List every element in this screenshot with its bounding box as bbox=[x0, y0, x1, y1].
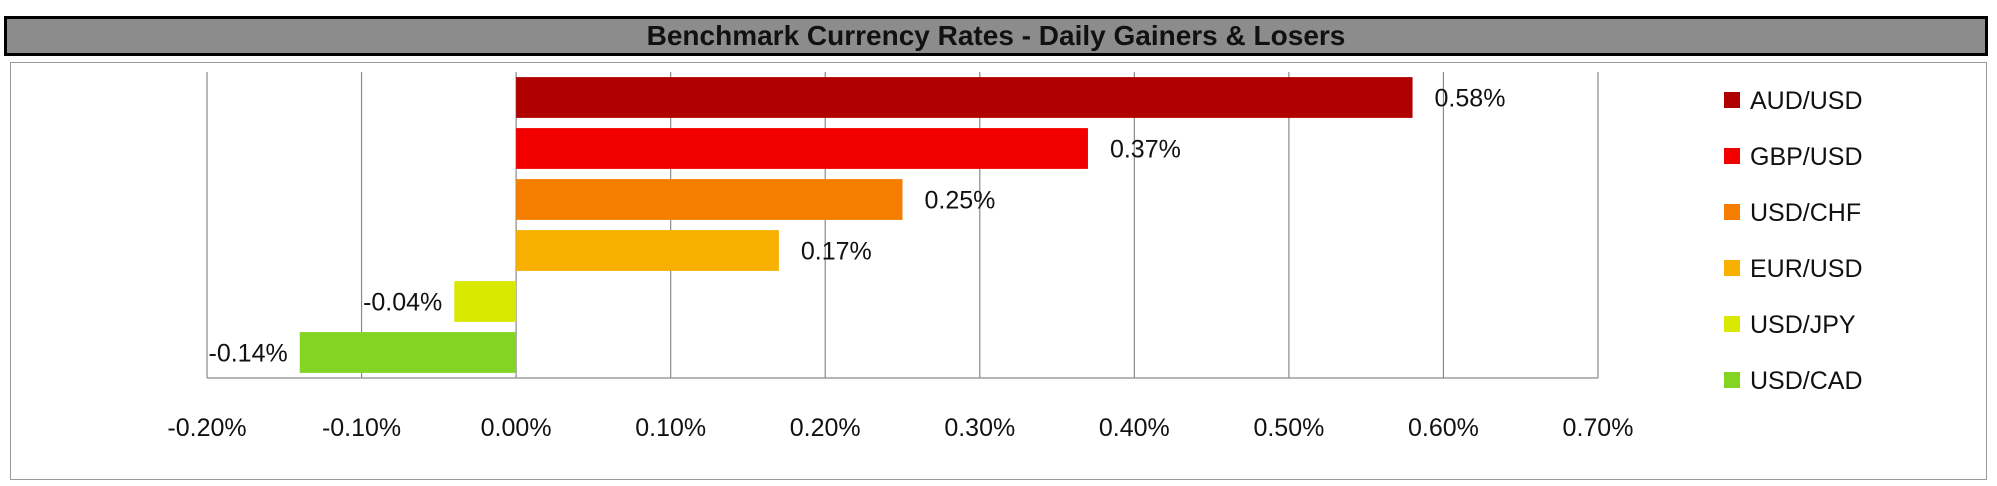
legend-label-gbp-usd: GBP/USD bbox=[1750, 143, 1863, 171]
legend-label-usd-jpy: USD/JPY bbox=[1750, 311, 1856, 339]
legend-label-usd-cad: USD/CAD bbox=[1750, 367, 1863, 395]
x-tick-label-8: 0.60% bbox=[1408, 414, 1479, 442]
x-tick-label-5: 0.30% bbox=[944, 414, 1015, 442]
data-label-eur-usd: 0.17% bbox=[801, 238, 872, 266]
legend-label-usd-chf: USD/CHF bbox=[1750, 199, 1861, 227]
data-labels: 0.58% 0.37% 0.25% 0.17% -0.04% -0.14% bbox=[209, 85, 1506, 368]
data-label-usd-chf: 0.25% bbox=[925, 187, 996, 215]
legend-swatch-aud-usd bbox=[1724, 92, 1740, 108]
legend-label-aud-usd: AUD/USD bbox=[1750, 87, 1863, 115]
bar-usd-jpy bbox=[454, 281, 517, 322]
data-label-aud-usd: 0.58% bbox=[1435, 85, 1506, 113]
bar-aud-usd bbox=[516, 77, 1413, 118]
x-tick-label-7: 0.50% bbox=[1253, 414, 1324, 442]
legend: AUD/USD GBP/USD USD/CHF EUR/USD USD/JPY USD/C… bbox=[1724, 87, 1863, 395]
gridlines bbox=[206, 72, 1599, 379]
legend-label-eur-usd: EUR/USD bbox=[1750, 255, 1863, 283]
x-tick-label-4: 0.20% bbox=[790, 414, 861, 442]
chart-title: Benchmark Currency Rates - Daily Gainers… bbox=[4, 16, 1988, 56]
legend-swatch-gbp-usd bbox=[1724, 148, 1740, 164]
bar-gbp-usd bbox=[516, 128, 1088, 169]
data-label-gbp-usd: 0.37% bbox=[1110, 136, 1181, 164]
legend-swatch-usd-cad bbox=[1724, 372, 1740, 388]
x-tick-label-0: -0.20% bbox=[167, 414, 246, 442]
x-tick-label-3: 0.10% bbox=[635, 414, 706, 442]
legend-swatch-usd-jpy bbox=[1724, 316, 1740, 332]
bar-usd-cad bbox=[299, 332, 517, 373]
x-tick-label-6: 0.40% bbox=[1099, 414, 1170, 442]
x-axis-tick-labels: -0.20% -0.10% 0.00% 0.10% 0.20% 0.30% 0.40% 0.5… bbox=[167, 414, 1633, 442]
data-label-usd-jpy: -0.04% bbox=[363, 289, 442, 317]
bar-eur-usd bbox=[516, 230, 779, 271]
x-tick-label-2: 0.00% bbox=[481, 414, 552, 442]
x-tick-label-9: 0.70% bbox=[1563, 414, 1634, 442]
data-label-usd-cad: -0.14% bbox=[209, 340, 288, 368]
bars bbox=[299, 77, 1413, 373]
legend-swatch-usd-chf bbox=[1724, 204, 1740, 220]
legend-swatch-eur-usd bbox=[1724, 260, 1740, 276]
bar-usd-chf bbox=[516, 179, 903, 220]
x-tick-label-1: -0.10% bbox=[322, 414, 401, 442]
